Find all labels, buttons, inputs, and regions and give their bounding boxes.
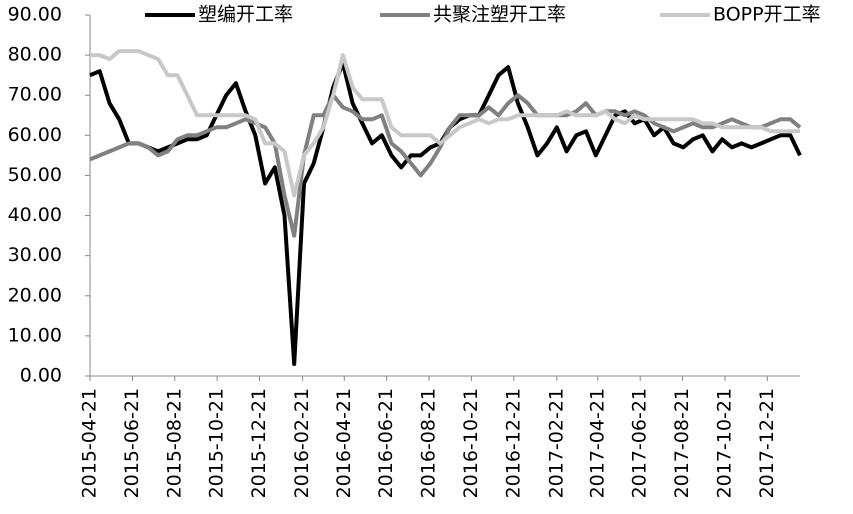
y-tick-label: 80.00 (8, 44, 62, 66)
x-tick-label: 2017-08-21 (671, 388, 693, 498)
y-tick-label: 60.00 (8, 124, 62, 146)
x-tick-label: 2016-10-21 (460, 388, 482, 498)
x-tick-label: 2016-02-21 (291, 388, 313, 498)
x-tick-label: 2016-08-21 (418, 388, 440, 498)
y-tick-label: 10.00 (8, 324, 62, 346)
y-tick-label: 40.00 (8, 204, 62, 226)
x-tick-label: 2017-06-21 (629, 388, 651, 498)
y-tick-label: 90.00 (8, 4, 62, 26)
x-tick-label: 2017-02-21 (545, 388, 567, 498)
x-tick-label: 2016-06-21 (375, 388, 397, 498)
x-tick-label: 2015-08-21 (163, 388, 185, 498)
y-tick-label: 50.00 (8, 164, 62, 186)
x-tick-label: 2017-12-21 (756, 388, 778, 498)
x-tick-label: 2015-06-21 (121, 388, 143, 498)
x-tick-label: 2017-10-21 (713, 388, 735, 498)
y-tick-label: 0.00 (20, 365, 62, 387)
x-tick-label: 2015-04-21 (79, 388, 101, 498)
y-tick-label: 20.00 (8, 284, 62, 306)
line-series (90, 49, 800, 198)
legend-label: 塑编开工率 (198, 4, 293, 26)
y-tick-label: 30.00 (8, 244, 62, 266)
x-tick-label: 2017-04-21 (586, 388, 608, 498)
y-tick-label: 70.00 (8, 84, 62, 106)
legend-label: 共聚注塑开工率 (433, 4, 566, 26)
legend-label: BOPP开工率 (713, 4, 821, 26)
x-tick-label: 2015-10-21 (206, 388, 228, 498)
line-series (89, 61, 802, 366)
x-tick-label: 2016-04-21 (333, 388, 355, 498)
x-tick-label: 2015-12-21 (248, 388, 270, 498)
x-tick-label: 2016-12-21 (502, 388, 524, 498)
